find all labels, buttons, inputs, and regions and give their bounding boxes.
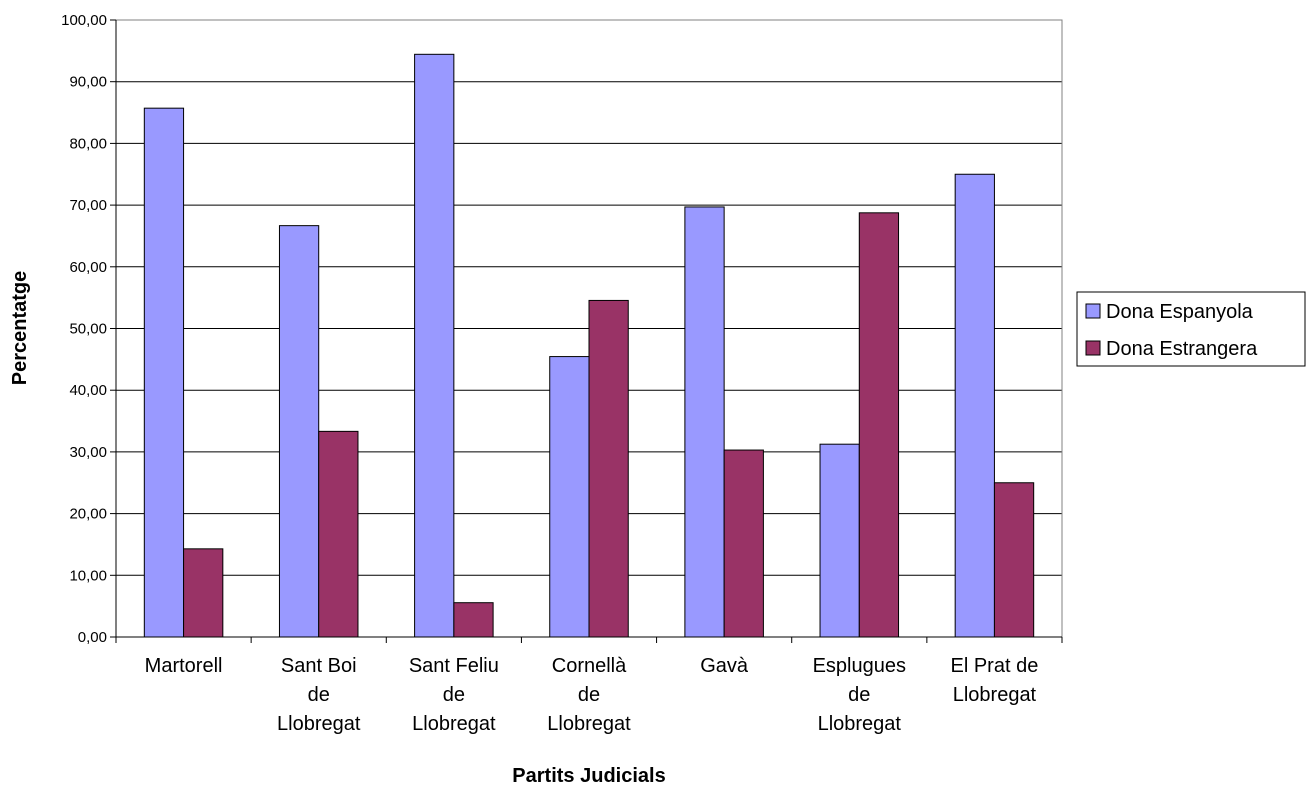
bar-dona-espanyola (549, 356, 590, 638)
y-tick-label: 60,00 (69, 259, 107, 276)
legend-swatch-dona-espanyola (1085, 303, 1101, 319)
x-tick-label: Martorell (145, 655, 223, 677)
y-tick-label: 70,00 (69, 197, 107, 214)
y-axis-title: Percentatge (9, 271, 31, 386)
x-tick-label: El Prat de Llobregat (951, 655, 1039, 706)
y-tick-label: 80,00 (69, 135, 107, 152)
bar-dona-espanyola (278, 225, 320, 638)
bar-dona-espanyola (414, 53, 455, 638)
x-tick-labels: Martorell Sant Boi de Llobregat Sant Feliu de… (145, 655, 1039, 735)
bar-dona-estrangera (453, 602, 494, 638)
y-tick-label: 0,00 (78, 629, 107, 646)
x-axis-title: Partits Judicials (512, 765, 665, 787)
x-tick-label: Esplugues de Llobregat (813, 655, 906, 735)
y-tick-labels: 0,00 10,00 20,00 30,00 40,00 50,00 60,00 70,00 8… (61, 12, 107, 646)
y-tick-label: 90,00 (69, 74, 107, 91)
bar-dona-estrangera (318, 430, 359, 638)
legend-box (1076, 291, 1306, 367)
y-tick-label: 20,00 (69, 506, 107, 523)
y-tick-label: 30,00 (69, 444, 107, 461)
bar-dona-estrangera (858, 212, 900, 638)
bar-dona-espanyola (954, 173, 995, 638)
bar-dona-espanyola (684, 206, 725, 638)
bar-dona-espanyola (819, 443, 860, 638)
bar-dona-estrangera (723, 449, 764, 638)
bar-dona-estrangera (993, 482, 1035, 638)
legend-swatch-dona-estrangera (1085, 340, 1101, 356)
y-tick-label: 40,00 (69, 382, 107, 399)
bar-dona-estrangera (183, 548, 224, 638)
legend-label-dona-espanyola: Dona Espanyola (1106, 301, 1254, 323)
y-tick-label: 50,00 (69, 321, 107, 338)
x-tick-label: Cornellà de Llobregat (547, 655, 631, 735)
x-tick-label: Gavà (700, 655, 749, 677)
bar-dona-espanyola (143, 107, 185, 638)
legend-label-dona-estrangera: Dona Estrangera (1106, 338, 1258, 360)
bar-dona-estrangera (588, 299, 629, 638)
y-tick-label: 10,00 (69, 567, 107, 584)
legend: Dona Espanyola Dona Estrangera (1076, 291, 1306, 367)
axes (110, 19, 1063, 643)
bars (143, 53, 1035, 638)
x-tick-label: Sant Feliu de Llobregat (409, 655, 499, 735)
x-tick-label: Sant Boi de Llobregat (277, 655, 361, 735)
y-tick-label: 100,00 (61, 12, 107, 29)
